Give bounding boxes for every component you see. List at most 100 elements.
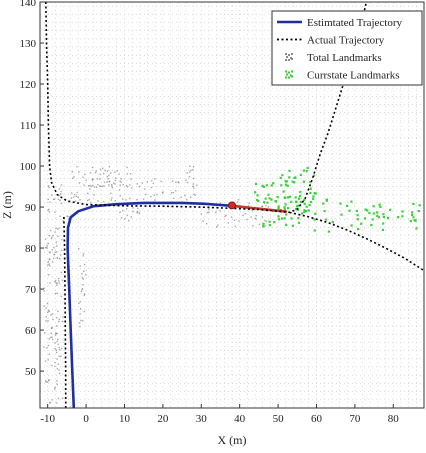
legend-swatch-dot [291,53,293,55]
total-landmark-point [138,212,141,214]
currstate-landmark-point [378,203,381,206]
currstate-landmark-point [382,216,386,219]
total-landmark-point [57,343,59,346]
total-landmark-point [52,318,54,321]
currstate-landmark-point [273,221,276,224]
total-landmark-point [73,176,75,178]
currstate-landmark-point [325,199,328,202]
legend-swatch-dot [288,59,290,61]
currstate-landmark-point [366,209,369,212]
total-landmark-point [81,273,83,275]
currstate-landmark-point [277,218,280,221]
total-landmark-point [60,355,62,357]
currstate-landmark-point [276,196,279,199]
total-landmark-point [96,186,98,188]
total-landmark-point [114,200,116,202]
total-landmark-point [88,198,90,201]
total-landmark-point [110,192,112,194]
total-landmark-point [208,211,210,214]
currstate-landmark-point [370,223,373,227]
y-tick-label: 100 [20,161,37,173]
total-landmark-point [255,218,257,220]
currstate-landmark-point [355,209,359,213]
currstate-landmark-point [356,228,360,231]
currstate-landmark-point [372,212,375,215]
legend-entry-label: Estimtated Trajectory [307,17,403,29]
total-landmark-point [51,364,53,367]
total-landmark-point [252,225,254,227]
total-landmark-point [188,175,191,178]
currstate-landmark-point [298,194,302,198]
currstate-landmark-point [364,208,367,211]
legend-entry-label: Currstate Landmarks [307,70,400,82]
total-landmark-point [56,282,58,285]
total-landmark-point [99,168,102,170]
total-landmark-point [192,185,194,187]
currstate-landmark-point [254,191,257,194]
total-landmark-point [106,175,108,178]
total-landmark-point [250,216,252,218]
total-landmark-point [51,326,53,329]
total-landmark-point [244,213,247,215]
total-landmark-point [120,217,123,219]
total-landmark-point [60,184,63,186]
total-landmark-point [60,249,63,252]
total-landmark-point [264,225,266,227]
total-landmark-point [129,184,131,186]
legend-swatch-dot [291,70,293,73]
total-landmark-point [56,251,58,253]
total-landmark-point [219,210,221,212]
total-landmark-point [125,199,127,201]
plot-frame [39,1,425,409]
total-landmark-point [80,319,82,322]
total-landmark-point [58,348,61,351]
total-landmark-point [79,307,82,310]
total-landmark-point [99,173,101,176]
total-landmark-point [56,368,59,370]
currstate-landmark-point [287,196,290,199]
currstate-landmark-point [381,228,385,232]
total-landmark-point [171,180,174,182]
x-tick-label: 10 [119,413,131,425]
total-landmark-point [82,278,85,280]
currstate-landmark-point [306,166,309,170]
total-landmark-point [56,325,58,327]
total-landmark-point [48,353,51,356]
total-landmark-point [193,193,195,195]
total-landmark-point [178,181,180,184]
currstate-landmark-point [284,183,288,186]
currstate-landmark-point [284,196,287,199]
y-tick-label: 90 [25,202,37,214]
total-landmark-point [142,198,145,200]
legend-swatch-dot [285,59,287,61]
currstate-landmark-point [294,196,297,199]
total-landmark-point [55,241,58,243]
total-landmark-point [51,236,53,239]
total-landmark-point [98,185,101,187]
legend-entry-label: Actual Trajectory [307,35,385,47]
currstate-landmark-point [295,207,298,211]
total-landmark-point [130,216,132,218]
total-landmark-point [54,279,57,282]
total-landmark-point [261,205,264,207]
total-landmark-point [82,255,84,257]
y-tick-label: 110 [20,120,37,132]
total-landmark-point [73,196,75,198]
total-landmark-point [49,251,51,254]
total-landmark-point [51,399,53,401]
total-landmark-point [121,198,124,200]
total-landmark-point [79,325,81,328]
total-landmark-point [47,311,49,314]
total-landmark-point [233,219,236,221]
total-landmark-point [49,402,51,404]
total-landmark-point [94,171,97,174]
currstate-landmark-point [363,217,367,220]
legend-swatch-dot [285,70,287,73]
currstate-landmark-point [379,205,382,209]
legend-swatch-dot [286,56,288,58]
x-tick-label: 50 [273,413,285,425]
currstate-landmark-point [411,211,414,214]
total-landmark-point [267,206,270,208]
total-landmark-point [57,397,60,400]
total-landmark-point [170,192,173,194]
